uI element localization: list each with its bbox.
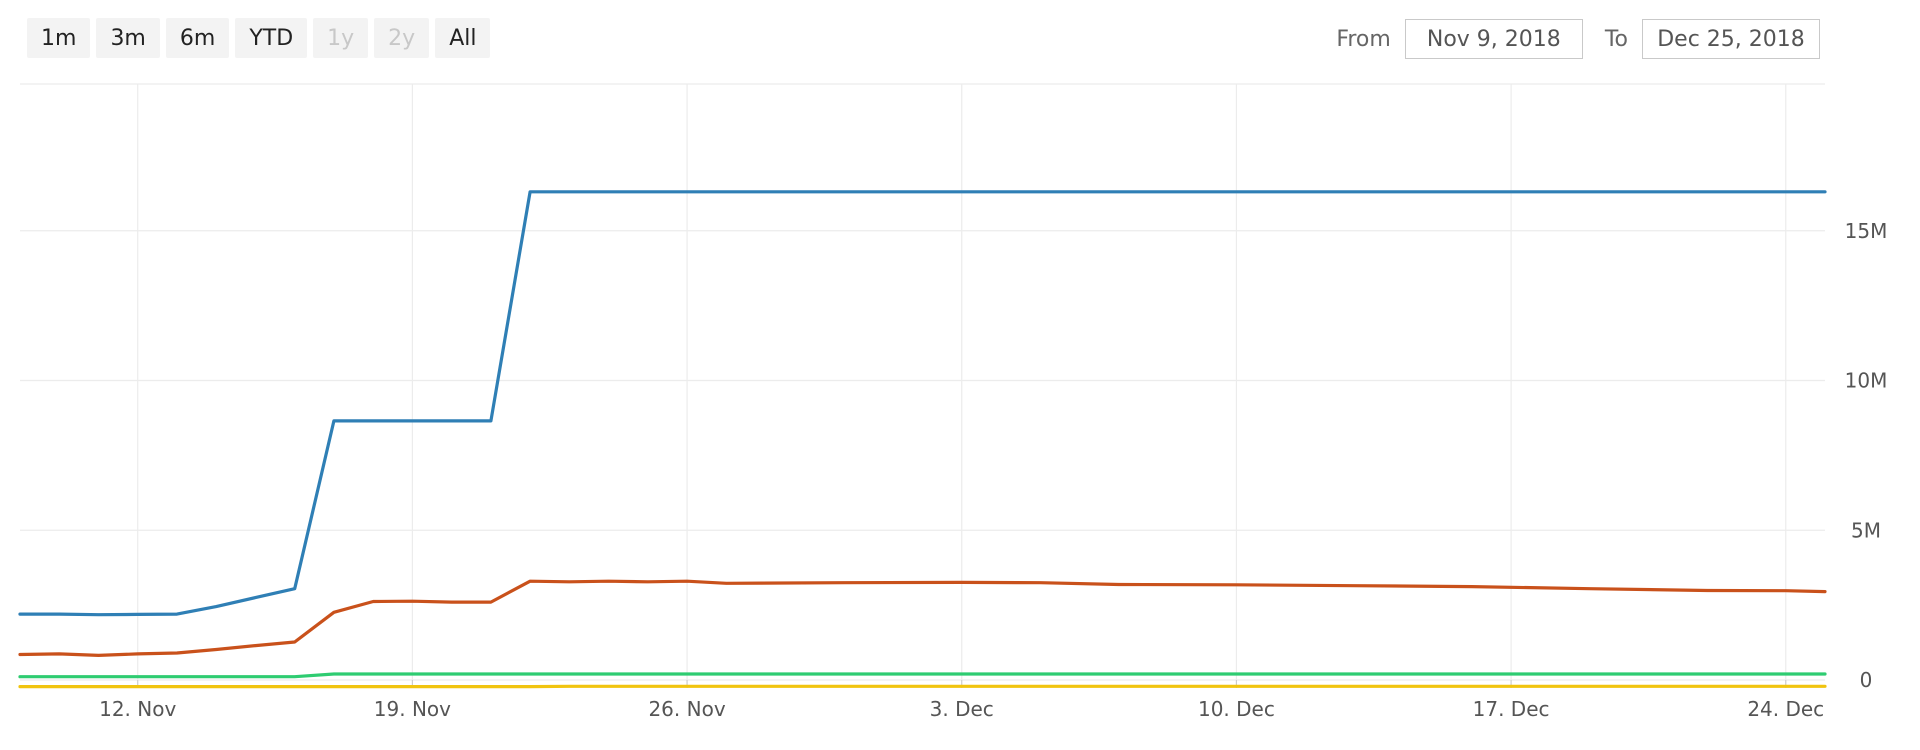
x-tick-label: 19. Nov [374, 697, 451, 721]
range-button-ytd[interactable]: YTD [235, 18, 308, 58]
series-line-3 [18, 672, 1827, 679]
y-tick-label: 0 [1860, 668, 1873, 692]
range-selector: 1m 3m 6m YTD 1y 2y All [27, 18, 491, 58]
x-tick-label: 12. Nov [99, 697, 176, 721]
y-tick-label: 15M [1845, 219, 1888, 243]
x-tick-label: 26. Nov [648, 697, 725, 721]
range-button-all[interactable]: All [435, 18, 491, 58]
y-tick-label: 5M [1851, 518, 1881, 542]
range-button-1m[interactable]: 1m [27, 18, 91, 58]
from-date-input[interactable] [1404, 19, 1583, 59]
range-button-1y: 1y [313, 18, 369, 58]
to-label: To [1604, 26, 1628, 52]
from-label: From [1336, 26, 1391, 52]
range-button-6m[interactable]: 6m [165, 18, 230, 58]
range-button-2y: 2y [374, 18, 430, 58]
range-button-3m[interactable]: 3m [96, 18, 160, 58]
x-tick-label: 17. Dec [1473, 697, 1550, 721]
y-tick-label: 10M [1845, 369, 1888, 393]
series-line-1 [18, 190, 1827, 617]
x-tick-label: 24. Dec [1747, 697, 1824, 721]
x-tick-label: 3. Dec [930, 697, 994, 721]
to-date-input[interactable] [1642, 19, 1820, 59]
date-range: From To [1336, 18, 1820, 60]
series-line-2 [18, 579, 1827, 658]
x-tick-label: 10. Dec [1198, 697, 1275, 721]
